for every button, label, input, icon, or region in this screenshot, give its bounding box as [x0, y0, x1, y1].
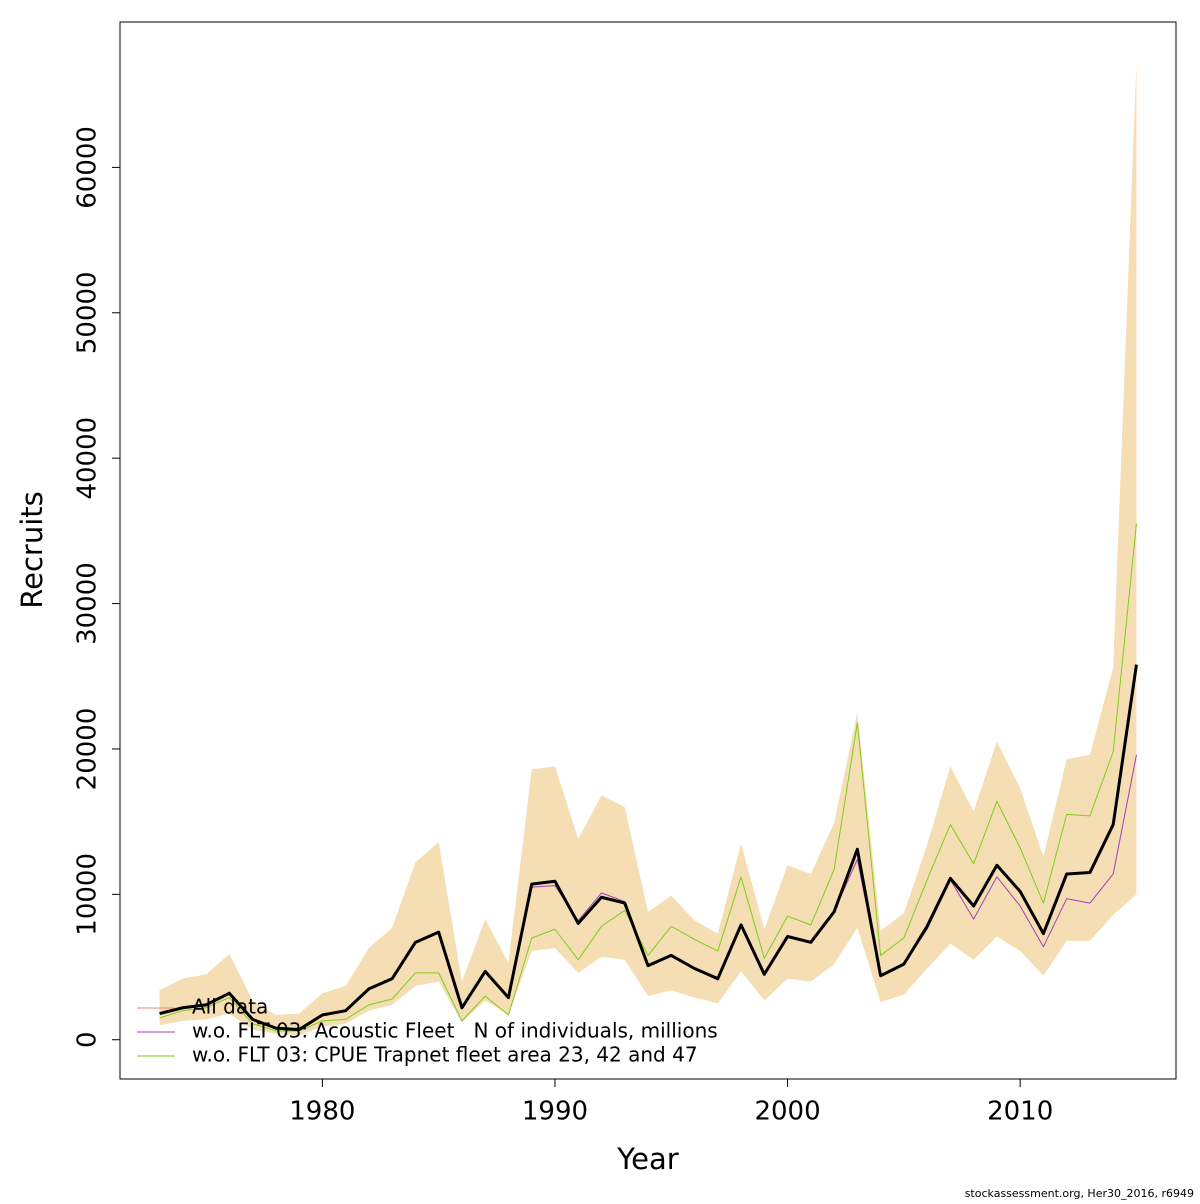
- y-tick-label: 20000: [73, 708, 103, 791]
- x-tick-label: 1980: [289, 1097, 355, 1127]
- x-axis-label: Year: [616, 1142, 678, 1176]
- footer: stockassessment.org, Her30_2016, r6949: [965, 1187, 1194, 1200]
- y-tick-label: 50000: [73, 271, 103, 354]
- y-tick-label: 60000: [73, 126, 103, 209]
- legend-label: w.o. FLT 03: CPUE Trapnet fleet area 23,…: [192, 1043, 698, 1067]
- y-tick-label: 0: [73, 1031, 103, 1048]
- y-tick-label: 10000: [73, 853, 103, 936]
- plot-frame: [119, 21, 1177, 1080]
- y-tick-label: 40000: [73, 417, 103, 500]
- legend-label: w.o. FLT 03: Acoustic Fleet N of individ…: [192, 1019, 718, 1043]
- x-tick-label: 2000: [754, 1097, 820, 1127]
- series-line: [159, 664, 1138, 1032]
- legend-label: All data: [192, 995, 268, 1019]
- y-tick-label: 30000: [73, 562, 103, 645]
- x-tick-label: 1990: [522, 1097, 588, 1127]
- series-line: [159, 523, 1137, 1032]
- y-axis-label: Recruits: [15, 491, 49, 608]
- x-tick-label: 2010: [987, 1097, 1053, 1127]
